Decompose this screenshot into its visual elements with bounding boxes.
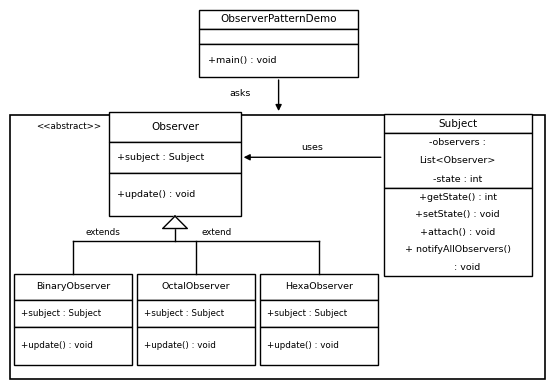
Bar [14, 300, 132, 327]
Bar [384, 188, 532, 276]
Text: ObserverPatternDemo: ObserverPatternDemo [220, 14, 337, 24]
Bar [260, 327, 378, 365]
Text: +update() : void: +update() : void [268, 342, 339, 350]
Text: +main() : void: +main() : void [208, 56, 277, 65]
Bar [137, 300, 255, 327]
Bar [137, 274, 255, 300]
Text: +getState() : int: +getState() : int [419, 193, 497, 202]
Bar [260, 300, 378, 327]
Text: +attach() : void: +attach() : void [420, 228, 496, 237]
Bar [384, 114, 532, 133]
Text: uses: uses [301, 143, 323, 152]
Bar [10, 115, 545, 379]
Text: + notifyAllObservers(): + notifyAllObservers() [405, 245, 511, 254]
Bar [384, 133, 532, 188]
Text: -state : int: -state : int [433, 175, 482, 184]
Bar [199, 29, 358, 44]
Bar [137, 327, 255, 365]
Text: +subject : Subject: +subject : Subject [268, 309, 348, 318]
Text: extend: extend [202, 228, 232, 237]
Text: +setState() : void: +setState() : void [416, 210, 500, 219]
Text: <<abstract>>: <<abstract>> [36, 122, 101, 131]
Text: BinaryObserver: BinaryObserver [36, 283, 110, 291]
Text: Subject: Subject [438, 119, 477, 129]
Text: +subject : Subject: +subject : Subject [117, 153, 204, 162]
Text: +update() : void: +update() : void [117, 190, 195, 199]
Bar [109, 173, 241, 216]
Bar [14, 274, 132, 300]
Bar [199, 44, 358, 77]
Text: OctalObserver: OctalObserver [162, 283, 230, 291]
Text: Observer: Observer [151, 122, 199, 132]
Text: +update() : void: +update() : void [21, 342, 93, 350]
Bar [199, 10, 358, 29]
Text: List<Observer>: List<Observer> [419, 156, 496, 165]
Text: -observers :: -observers : [430, 138, 486, 147]
Bar [109, 112, 241, 142]
Text: +update() : void: +update() : void [144, 342, 216, 350]
Polygon shape [162, 216, 187, 229]
Text: asks: asks [229, 90, 250, 98]
Text: : void: : void [436, 263, 480, 272]
Bar [109, 142, 241, 173]
Bar [260, 274, 378, 300]
Text: +subject : Subject: +subject : Subject [144, 309, 225, 318]
Bar [14, 327, 132, 365]
Text: HexaObserver: HexaObserver [285, 283, 353, 291]
Text: extends: extends [85, 228, 120, 237]
Text: +subject : Subject: +subject : Subject [21, 309, 101, 318]
